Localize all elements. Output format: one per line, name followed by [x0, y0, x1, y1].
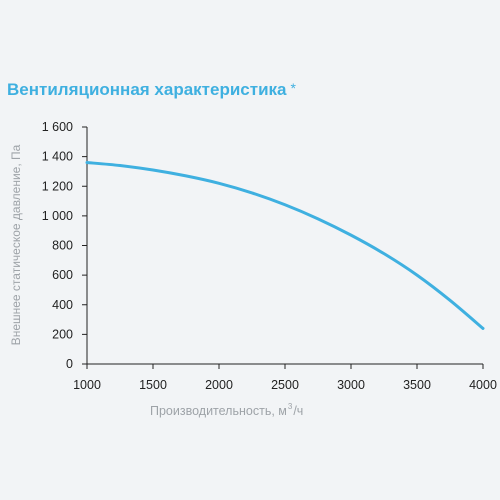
- series-line: [85, 161, 485, 330]
- x-tick-label: 2500: [271, 378, 299, 392]
- title-asterisk: *: [290, 80, 296, 96]
- y-tick-label: 600: [52, 268, 73, 282]
- y-tick-label: 1 400: [42, 150, 73, 164]
- chart-title-text: Вентиляционная характеристика: [7, 80, 287, 99]
- x-axis-label: Производительность, м3/ч: [150, 402, 303, 418]
- y-tick-label: 1 200: [42, 179, 73, 193]
- y-tick-label: 400: [52, 298, 73, 312]
- x-tick-label: 3000: [337, 378, 365, 392]
- y-tick-label: 1 000: [42, 209, 73, 223]
- y-tick-label: 0: [66, 357, 73, 371]
- y-tick-label: 1 600: [42, 120, 73, 134]
- x-tick-label: 3500: [403, 378, 431, 392]
- x-axis-label-superscript: 3: [287, 402, 293, 411]
- y-tick-label: 800: [52, 239, 73, 253]
- x-tick-label: 2000: [205, 378, 233, 392]
- chart-title: Вентиляционная характеристика *: [7, 80, 296, 100]
- x-tick-label: 4000: [469, 378, 497, 392]
- x-axis-label-unit: /ч: [293, 404, 304, 418]
- x-tick-label: 1000: [73, 378, 101, 392]
- x-tick-label: 1500: [139, 378, 167, 392]
- y-tick-label: 200: [52, 327, 73, 341]
- x-axis-label-text: Производительность, м: [150, 404, 287, 418]
